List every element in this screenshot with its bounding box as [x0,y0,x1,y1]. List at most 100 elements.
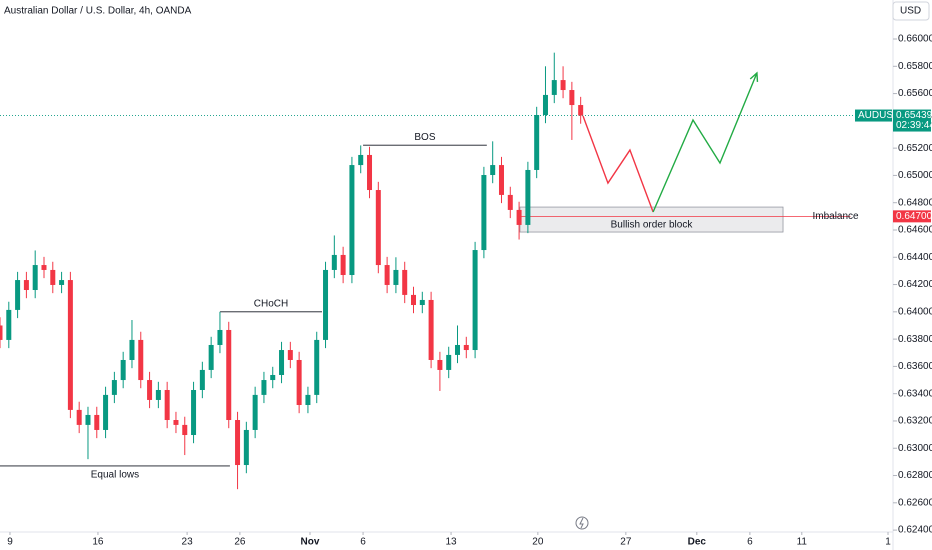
candle-body [402,269,408,295]
level-label: CHoCH [254,298,288,309]
candle-body [120,359,126,381]
candle-body [551,80,557,95]
y-tick-label: 0.65000 [898,170,932,181]
candle [428,291,434,369]
candle [217,311,223,354]
currency-button[interactable] [892,1,930,21]
x-tick-label: 6 [360,537,366,548]
candle-body [393,269,399,285]
candle-body [6,309,12,340]
y-tick-label: 0.65200 [898,143,932,154]
candle-body [85,414,91,425]
candle-body [182,424,188,436]
candle [120,351,126,389]
candle [85,406,91,460]
candle [147,371,153,409]
candle-body [446,354,452,370]
y-tick-label: 0.64400 [898,252,932,263]
projection-path [582,115,654,213]
candle [578,96,584,124]
candle [393,257,399,294]
candle [23,271,29,299]
candle-body [155,389,161,400]
candle-body [578,105,584,116]
candle [314,331,320,404]
x-tick-label: Dec [688,537,707,548]
x-tick-label: 11 [797,537,808,548]
candle-body [542,94,548,115]
candle [534,106,540,179]
candle-body [472,250,478,351]
candle-body [41,265,47,270]
candle [6,301,12,349]
level-label: Equal lows [91,470,139,481]
symbol-label: AUDUSD [858,110,900,121]
candle [481,166,487,259]
candle-body [358,154,364,166]
candle-body [76,409,82,425]
candle-body [498,165,504,195]
y-tick-label: 0.62400 [898,525,932,536]
candle-body [437,359,443,370]
order-block [519,206,784,233]
level-label: BOS [414,132,435,143]
candle [525,161,531,234]
candle [111,371,117,404]
y-tick-label: 0.64000 [898,306,932,317]
x-tick-label: 26 [234,537,246,548]
candle [32,250,38,299]
candle [173,411,179,434]
candle [323,261,329,349]
candle [155,381,161,409]
candle [287,341,293,369]
candle [516,201,522,240]
candle-body [138,339,144,381]
candle [454,325,460,364]
candle-body [367,154,373,191]
candle [76,401,82,434]
candle [358,145,364,174]
candle [472,241,478,359]
candle-body [217,329,223,345]
icon-bolt [579,517,584,529]
candle-body [270,374,276,381]
candle-body [147,380,153,400]
replay-icon[interactable] [575,516,589,530]
x-tick-label: Nov [301,537,320,548]
candle [437,351,443,391]
candle [305,386,311,414]
x-tick-label: 20 [532,537,544,548]
candle-body [349,165,355,276]
candle [252,386,258,439]
y-tick-label: 0.65800 [898,61,932,72]
candle [331,235,337,279]
candle [349,156,355,284]
candle [15,271,21,319]
y-tick-label: 0.62800 [898,470,932,481]
candle-body [129,339,135,360]
candle-body [411,294,417,306]
candle [191,381,197,444]
candle [384,256,390,294]
candle-body [428,299,434,360]
last-price-box [893,109,931,132]
candle-body [15,280,21,310]
candle-body [94,414,100,430]
y-tick-label: 0.64800 [898,197,932,208]
candle-body [111,380,117,395]
candle [138,331,144,389]
projection-arrowhead [749,71,759,83]
candle [419,291,425,314]
x-tick-label: 23 [182,537,194,548]
y-tick-label: 0.63600 [898,361,932,372]
candle [296,351,302,414]
candle-body [226,329,232,421]
candle-body [534,114,540,170]
candle [463,336,469,359]
y-tick-label: 0.63400 [898,388,932,399]
candle [41,256,47,279]
candle [0,317,3,349]
candle-body [516,209,522,225]
y-tick-label: 0.64200 [898,279,932,290]
